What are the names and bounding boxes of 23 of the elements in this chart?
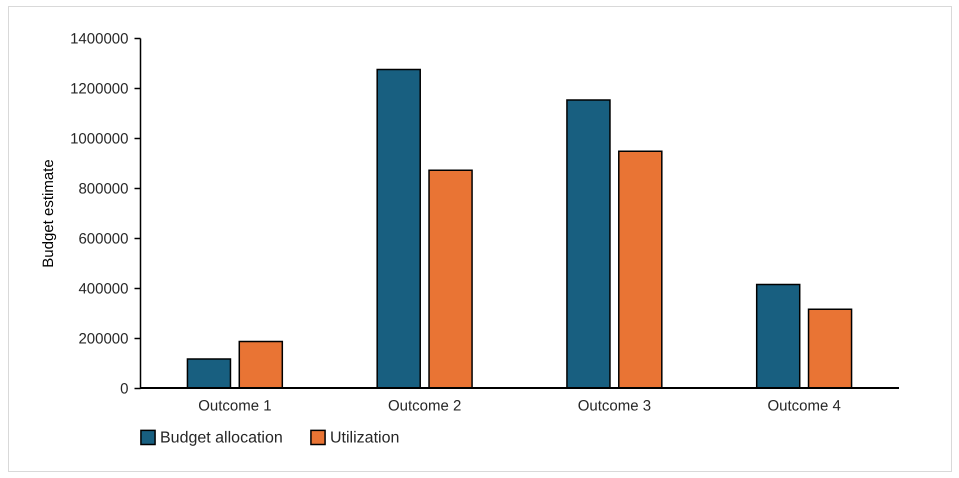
bar <box>756 284 800 389</box>
y-tick-label: 400000 <box>78 280 128 298</box>
bar <box>808 308 852 389</box>
y-axis-title: Budget estimate <box>40 159 58 268</box>
y-tick-label: 1200000 <box>70 80 128 98</box>
y-tick-label: 1400000 <box>70 30 128 48</box>
legend-label: Utilization <box>330 429 400 446</box>
legend-label: Budget allocation <box>160 429 283 446</box>
y-tick-label: 800000 <box>78 180 128 198</box>
y-tick-label: 0 <box>120 380 128 398</box>
x-tick-label: Outcome 2 <box>388 398 462 414</box>
bar <box>428 170 473 389</box>
y-tick-label: 1000000 <box>70 130 128 148</box>
x-tick-label: Outcome 1 <box>198 398 272 414</box>
bar <box>376 68 421 389</box>
x-tick-label: Outcome 4 <box>767 398 841 414</box>
bar <box>238 340 284 389</box>
bar <box>566 99 611 389</box>
bar <box>186 358 232 389</box>
x-tick-label: Outcome 3 <box>578 398 652 414</box>
bar <box>618 150 663 389</box>
y-tick-label: 600000 <box>78 230 128 248</box>
y-tick-label: 200000 <box>78 330 128 348</box>
